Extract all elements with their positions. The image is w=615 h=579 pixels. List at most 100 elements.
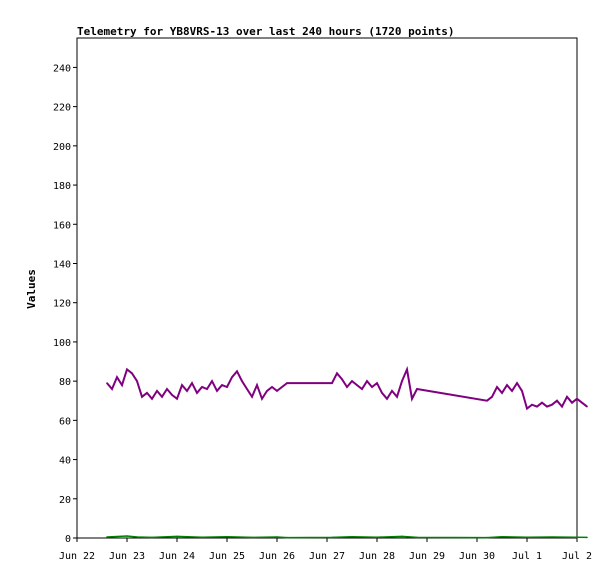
series-1-point-15 (486, 536, 488, 539)
series-1-point-8 (276, 536, 278, 538)
y-tick-label-2: 40 (59, 456, 71, 467)
series-0-point-31 (261, 398, 263, 400)
series-0-point-53 (416, 388, 418, 390)
series-0-point-27 (241, 380, 243, 382)
series-0-point-57 (501, 392, 503, 394)
series-0-point-17 (191, 382, 193, 384)
plot-frame (76, 37, 578, 539)
series-0-point-11 (161, 396, 163, 398)
series-1-point-7 (251, 536, 253, 539)
x-tick-label-4: Jun 26 (259, 551, 295, 562)
series-0-point-65 (541, 401, 543, 404)
series-0-point-2 (116, 376, 118, 379)
series-0-point-48 (391, 390, 393, 392)
series-0-point-35 (286, 382, 288, 384)
series-0-point-12 (166, 388, 168, 390)
series-0-point-24 (226, 386, 228, 388)
series-0-point-39 (346, 386, 348, 388)
series-0-point-36 (331, 382, 333, 384)
series-0-point-5 (131, 372, 133, 375)
series-0-point-41 (356, 384, 358, 386)
y-tick-label-8: 160 (53, 220, 71, 231)
y-tick-label-0: 0 (65, 534, 71, 545)
y-tick-label-10: 200 (53, 142, 71, 153)
x-tick-label-7: Jun 29 (409, 551, 445, 562)
series-0-point-49 (396, 396, 398, 398)
series-1-point-4 (176, 535, 178, 538)
series-1-point-6 (226, 536, 228, 538)
x-tick-label-10: Jul 2 (562, 551, 592, 562)
y-tick-label-7: 140 (53, 259, 71, 270)
series-0-point-10 (156, 390, 158, 392)
series-1-point-14 (416, 536, 418, 539)
series-0-point-69 (561, 405, 563, 408)
series-0-point-30 (256, 384, 258, 386)
series-0-point-38 (341, 378, 343, 381)
series-0-point-32 (266, 390, 268, 392)
series-0-point-59 (511, 390, 513, 392)
series-0-point-4 (126, 368, 128, 371)
series-0-point-21 (211, 380, 213, 382)
series-1-point-16 (501, 536, 503, 538)
x-tick-label-5: Jun 27 (309, 551, 345, 562)
y-tick-label-4: 80 (59, 377, 71, 388)
y-tick-label-6: 120 (53, 299, 71, 310)
y-tick-label-11: 220 (53, 103, 71, 114)
series-0-point-54 (486, 399, 488, 402)
series-0-point-63 (531, 403, 533, 406)
x-tick-label-0: Jun 22 (59, 551, 95, 562)
series-0-point-68 (556, 399, 558, 402)
series-0-point-51 (406, 368, 408, 371)
series-1-point-2 (136, 536, 138, 538)
series-0-point-0 (106, 382, 108, 384)
series-1-point-13 (401, 535, 403, 538)
series-0-point-66 (546, 405, 548, 408)
x-tick-label-1: Jun 23 (109, 551, 145, 562)
series-0-point-23 (221, 384, 223, 386)
series-0-point-56 (496, 386, 498, 388)
series-1-point-18 (551, 536, 553, 538)
x-tick-label-9: Jul 1 (512, 551, 542, 562)
series-0-point-33 (271, 386, 273, 388)
series-0-point-40 (351, 380, 353, 382)
series-1-point-5 (201, 536, 203, 538)
series-0-point-74 (586, 405, 588, 408)
series-0-point-26 (236, 370, 238, 373)
series-0-point-61 (521, 390, 523, 392)
series-0-point-20 (206, 388, 208, 390)
series-1-point-1 (126, 535, 128, 537)
series-0-point-16 (186, 390, 188, 392)
series-0-point-3 (121, 384, 123, 386)
series-0-point-42 (361, 388, 363, 390)
series-0-point-43 (366, 380, 368, 382)
y-tick-label-12: 240 (53, 63, 71, 74)
series-0-point-52 (411, 398, 413, 400)
series-1-point-0 (106, 536, 108, 538)
y-tick-label-1: 20 (59, 495, 71, 506)
x-tick-label-2: Jun 24 (159, 551, 195, 562)
series-0-point-44 (371, 386, 373, 388)
y-axis-label: Values (25, 269, 38, 309)
chart-title: Telemetry for YB8VRS-13 over last 240 ho… (77, 25, 455, 38)
series-0-point-1 (111, 388, 113, 390)
series-0-point-6 (136, 380, 138, 382)
series-0-point-47 (386, 398, 388, 400)
series-0-point-8 (146, 392, 148, 394)
series-1-point-19 (586, 536, 588, 539)
series-0-point-58 (506, 384, 508, 386)
series-layer (106, 365, 588, 539)
series-0-point-28 (246, 388, 248, 390)
series-0-point-64 (536, 405, 538, 408)
series-0-point-70 (566, 396, 568, 398)
series-1-point-12 (376, 536, 378, 538)
series-0-point-7 (141, 396, 143, 398)
series-0-point-34 (276, 390, 278, 392)
series-0-point-45 (376, 382, 378, 384)
series-0-point-50 (401, 380, 403, 382)
y-tick-label-3: 60 (59, 416, 71, 427)
series-0-point-29 (251, 396, 253, 398)
series-1-point-17 (526, 536, 528, 538)
series-1-point-9 (286, 536, 288, 539)
series-0-point-22 (216, 390, 218, 392)
